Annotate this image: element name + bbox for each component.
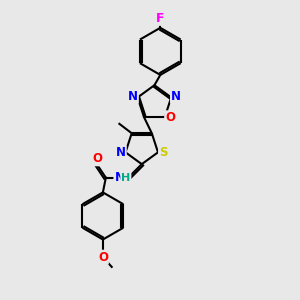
Text: N: N — [116, 146, 126, 159]
Text: O: O — [165, 111, 175, 124]
Text: O: O — [93, 152, 103, 165]
Text: H: H — [121, 173, 130, 183]
Text: N: N — [114, 171, 124, 184]
Text: F: F — [156, 12, 165, 25]
Text: N: N — [171, 90, 181, 103]
Text: S: S — [159, 146, 167, 159]
Text: O: O — [98, 251, 108, 264]
Text: N: N — [128, 90, 138, 103]
